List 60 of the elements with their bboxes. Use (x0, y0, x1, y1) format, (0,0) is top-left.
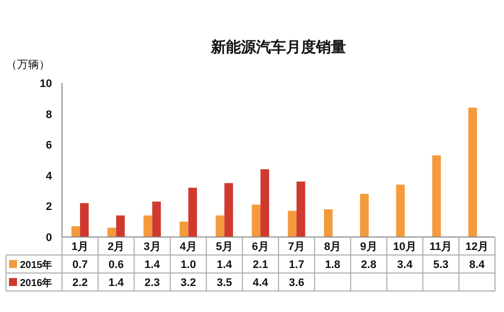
bar (116, 215, 125, 237)
data-label: 0.6 (108, 259, 124, 271)
data-label: 1.7 (288, 259, 304, 271)
x-tick-label: 3月 (144, 241, 161, 253)
y-tick-label: 8 (46, 108, 52, 121)
data-label: 1.4 (108, 277, 125, 289)
y-tick-label: 0 (46, 232, 52, 244)
bar (296, 182, 306, 237)
bar (252, 204, 260, 237)
x-tick-label: 2月 (108, 241, 125, 253)
data-label: 4.4 (252, 277, 269, 289)
y-tick-label: 4 (46, 170, 53, 182)
bar (152, 202, 161, 237)
bar (260, 169, 270, 237)
y-tick-label: 6 (46, 140, 52, 152)
x-tick-label: 6月 (252, 241, 270, 253)
data-label: 3.5 (216, 277, 232, 289)
data-label: 1.8 (324, 259, 340, 271)
x-tick-label: 1月 (71, 241, 89, 253)
data-label: 2.1 (252, 259, 268, 271)
bar (324, 209, 333, 237)
bar (288, 210, 297, 237)
x-tick-label: 4月 (180, 241, 197, 253)
x-tick-label: 9月 (360, 241, 378, 253)
data-label: 2.3 (144, 277, 160, 289)
bar (396, 184, 405, 237)
legend-label: 2015年 (20, 259, 52, 271)
data-label: 2.8 (361, 259, 376, 271)
data-label: 1.4 (216, 259, 233, 271)
legend-label: 2016年 (20, 277, 52, 289)
data-label: 3.2 (180, 277, 196, 289)
data-label: 5.3 (433, 259, 449, 271)
x-tick-label: 8月 (324, 241, 342, 253)
bar (71, 226, 80, 237)
bar (144, 215, 152, 237)
bar (80, 203, 89, 237)
y-tick-label: 2 (46, 201, 52, 214)
y-axis-title: （万辆） (6, 59, 50, 71)
y-tick-label: 10 (40, 78, 52, 90)
bar (180, 222, 188, 237)
bar (188, 188, 197, 237)
bar (216, 215, 224, 237)
bar (224, 183, 234, 237)
x-tick-label: 7月 (288, 241, 306, 253)
chart-title: 新能源汽车月度销量 (210, 38, 346, 56)
data-label: 2.2 (72, 277, 88, 289)
data-label: 1.0 (180, 259, 196, 271)
data-label: 8.4 (469, 259, 486, 271)
data-label: 0.7 (72, 259, 88, 271)
data-label: 3.4 (397, 259, 414, 271)
x-tick-label: 12月 (465, 241, 489, 253)
x-tick-label: 5月 (216, 241, 233, 253)
bar (360, 194, 369, 237)
x-tick-label: 11月 (430, 241, 452, 253)
data-label: 1.4 (144, 259, 161, 271)
x-tick-label: 10月 (393, 241, 416, 253)
data-label: 3.6 (288, 277, 304, 289)
bar (432, 155, 441, 237)
bar (468, 108, 477, 237)
bar (107, 228, 116, 237)
